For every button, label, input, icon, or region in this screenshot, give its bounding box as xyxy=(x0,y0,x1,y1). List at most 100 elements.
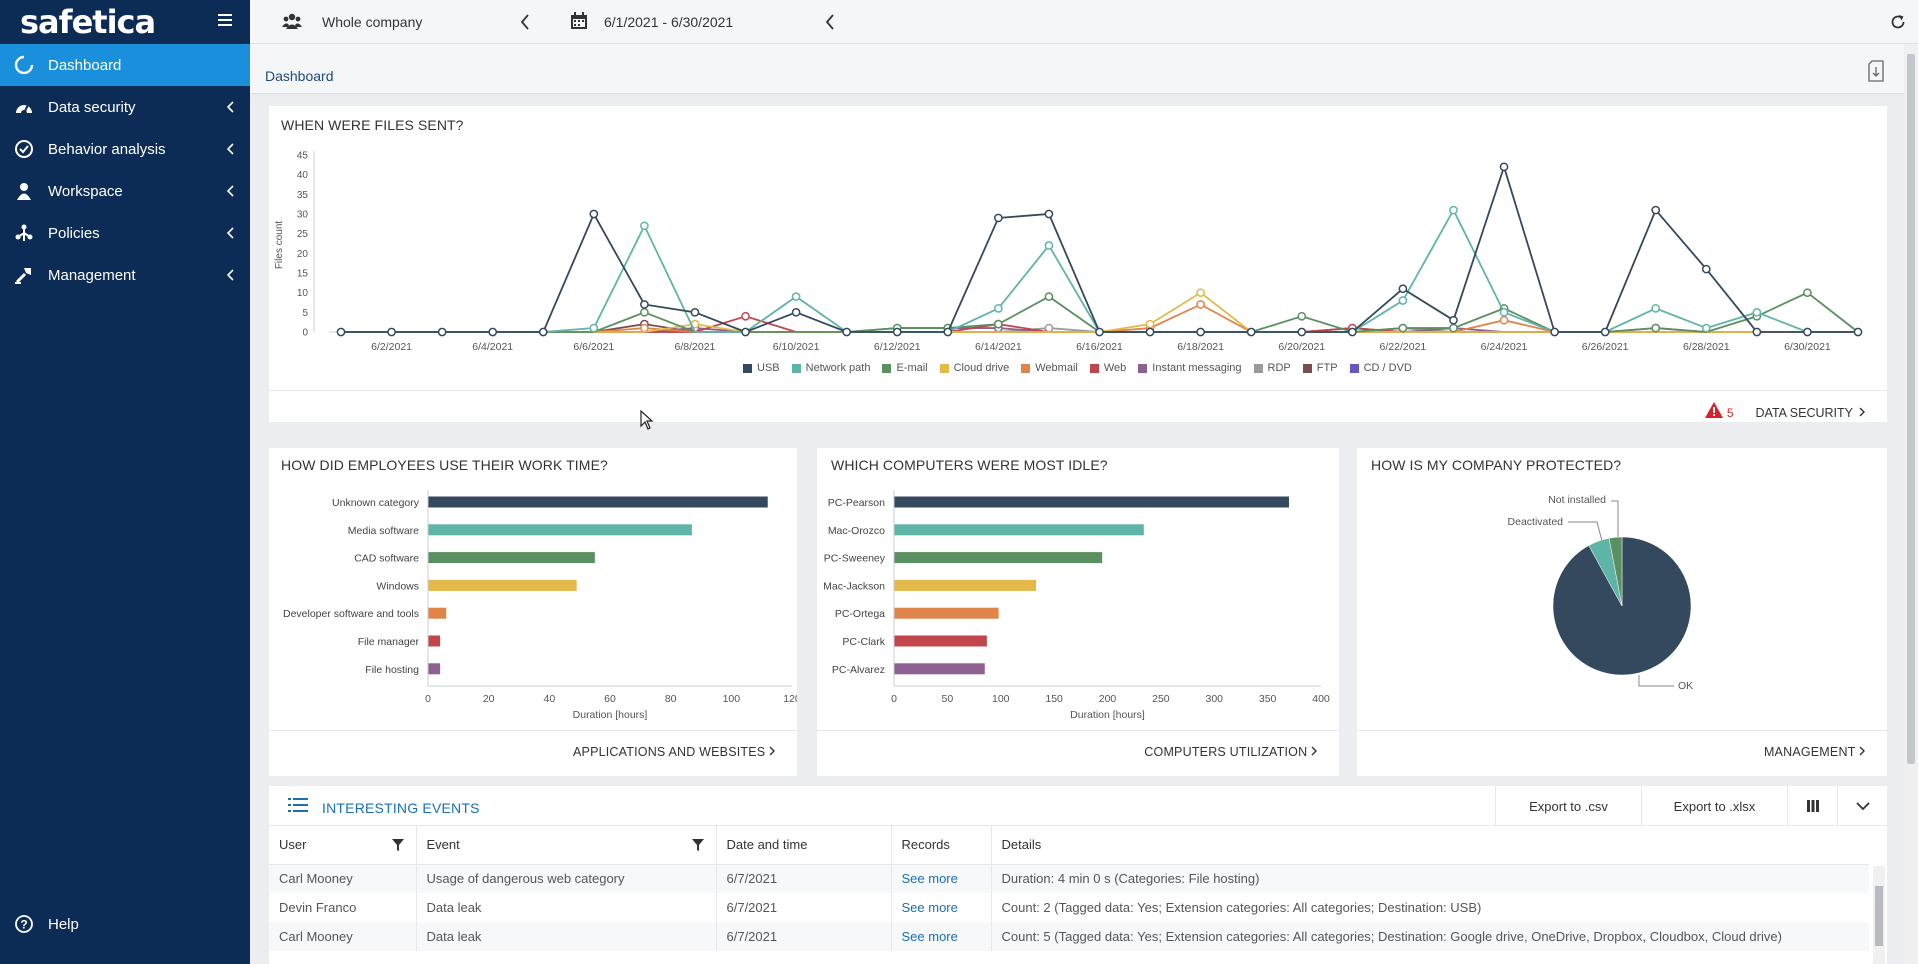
bar[interactable] xyxy=(894,496,1289,508)
data-point[interactable] xyxy=(1044,323,1054,333)
date-range-selector[interactable]: 6/1/2021 - 6/30/2021 xyxy=(570,0,733,44)
bar[interactable] xyxy=(894,663,985,675)
data-point[interactable] xyxy=(943,327,953,337)
col-user[interactable]: User xyxy=(269,826,417,865)
data-point[interactable] xyxy=(1196,327,1205,337)
date-back-icon[interactable] xyxy=(825,14,835,35)
data-security-link[interactable]: DATA SECURITY xyxy=(1755,405,1853,420)
data-point[interactable] xyxy=(589,209,599,219)
data-point[interactable] xyxy=(994,304,1003,313)
sidebar-item-policies[interactable]: Policies xyxy=(0,212,250,254)
col-event[interactable]: Event xyxy=(416,826,717,865)
refresh-icon[interactable] xyxy=(1890,14,1906,35)
data-point[interactable] xyxy=(892,327,902,337)
columns-button[interactable] xyxy=(1787,786,1837,826)
bar[interactable] xyxy=(894,579,1036,591)
data-point[interactable] xyxy=(1449,205,1458,215)
legend-item[interactable]: Network path xyxy=(791,362,870,374)
sidebar-item-workspace[interactable]: Workspace xyxy=(0,170,250,212)
bar[interactable] xyxy=(428,496,768,508)
data-point[interactable] xyxy=(1449,315,1458,325)
data-point[interactable] xyxy=(437,327,447,337)
data-point[interactable] xyxy=(842,327,852,337)
see-more-link[interactable]: See more xyxy=(891,922,992,951)
bar[interactable] xyxy=(428,524,692,536)
data-point[interactable] xyxy=(791,292,801,301)
data-point[interactable] xyxy=(1803,327,1812,337)
data-point[interactable] xyxy=(1499,162,1509,172)
data-point[interactable] xyxy=(741,327,750,337)
data-point[interactable] xyxy=(1246,327,1256,337)
bar[interactable] xyxy=(428,663,441,675)
col-records[interactable]: Records xyxy=(891,826,992,865)
data-point[interactable] xyxy=(690,307,700,317)
data-point[interactable] xyxy=(1651,323,1661,333)
events-scrollbar[interactable] xyxy=(1873,866,1885,964)
data-point[interactable] xyxy=(589,323,599,333)
data-point[interactable] xyxy=(1752,327,1762,337)
bar[interactable] xyxy=(428,635,441,647)
bar[interactable] xyxy=(894,607,999,619)
data-point[interactable] xyxy=(741,311,750,321)
sidebar-item-data-security[interactable]: Data security xyxy=(0,86,250,128)
data-point[interactable] xyxy=(336,327,346,337)
legend-item[interactable]: USB xyxy=(743,362,780,374)
table-row[interactable]: Carl Mooney Data leak 6/7/2021 See more Coun… xyxy=(269,922,1869,951)
data-point[interactable] xyxy=(791,307,801,317)
table-row[interactable]: Devin Franco Data leak 6/7/2021 See more Cou… xyxy=(269,893,1869,922)
scope-selector[interactable]: Whole company xyxy=(282,0,422,44)
data-point[interactable] xyxy=(1044,292,1054,301)
data-point[interactable] xyxy=(1297,327,1307,337)
bar[interactable] xyxy=(894,635,987,647)
data-point[interactable] xyxy=(1651,304,1661,313)
data-point[interactable] xyxy=(994,319,1003,329)
chevron-right-icon[interactable] xyxy=(1859,404,1865,422)
safetica-logo[interactable]: safetica xyxy=(20,3,156,41)
data-point[interactable] xyxy=(1499,315,1509,325)
export-xlsx-button[interactable]: Export to .xlsx xyxy=(1641,786,1787,826)
filter-icon[interactable] xyxy=(391,839,404,854)
menu-icon[interactable] xyxy=(218,14,232,26)
see-more-link[interactable]: See more xyxy=(891,893,992,922)
data-point[interactable] xyxy=(1398,323,1408,333)
scope-back-icon[interactable] xyxy=(520,14,530,35)
help-link[interactable]: ? Help xyxy=(14,914,79,934)
breadcrumb[interactable]: Dashboard xyxy=(265,68,334,84)
warning-icon[interactable] xyxy=(1704,402,1723,423)
alert-count[interactable]: 5 xyxy=(1726,405,1734,420)
legend-item[interactable]: E-mail xyxy=(882,362,928,374)
management-link[interactable]: MANAGEMENT xyxy=(1764,745,1865,759)
data-point[interactable] xyxy=(1398,296,1408,305)
table-row[interactable]: Carl Mooney Usage of dangerous web catego… xyxy=(269,864,1869,893)
data-point[interactable] xyxy=(1297,311,1307,321)
data-point[interactable] xyxy=(1803,288,1812,298)
col-details[interactable]: Details xyxy=(991,826,1869,865)
data-point[interactable] xyxy=(1499,307,1509,317)
export-csv-button[interactable]: Export to .csv xyxy=(1495,786,1641,826)
computers-utilization-link[interactable]: COMPUTERS UTILIZATION xyxy=(1144,745,1317,759)
collapse-button[interactable] xyxy=(1837,786,1887,826)
sidebar-item-behavior-analysis[interactable]: Behavior analysis xyxy=(0,128,250,170)
data-point[interactable] xyxy=(488,327,498,337)
data-point[interactable] xyxy=(640,221,649,231)
data-point[interactable] xyxy=(387,327,396,337)
page-scrollbar[interactable] xyxy=(1904,44,1918,964)
col-date[interactable]: Date and time xyxy=(716,826,892,865)
data-point[interactable] xyxy=(1196,288,1205,298)
data-point[interactable] xyxy=(640,307,649,317)
data-point[interactable] xyxy=(1044,241,1054,250)
data-point[interactable] xyxy=(1701,323,1711,333)
data-point[interactable] xyxy=(640,323,649,333)
data-point[interactable] xyxy=(1701,264,1711,274)
pie-slice[interactable] xyxy=(1608,536,1623,607)
data-point[interactable] xyxy=(994,213,1003,223)
data-point[interactable] xyxy=(1752,307,1762,317)
data-point[interactable] xyxy=(1600,327,1610,337)
bar[interactable] xyxy=(428,607,447,619)
see-more-link[interactable]: See more xyxy=(891,864,992,893)
bar[interactable] xyxy=(894,552,1103,564)
data-point[interactable] xyxy=(538,327,548,337)
data-point[interactable] xyxy=(640,300,649,309)
bar[interactable] xyxy=(428,579,577,591)
data-point[interactable] xyxy=(1145,327,1155,337)
